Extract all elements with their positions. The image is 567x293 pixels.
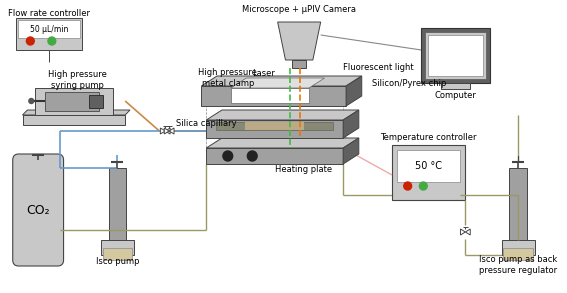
- Bar: [293, 60, 306, 68]
- Bar: [503, 248, 533, 260]
- Text: High pressure
metal clamp: High pressure metal clamp: [198, 68, 257, 88]
- Polygon shape: [164, 128, 169, 134]
- Text: Temperature controller: Temperature controller: [380, 134, 476, 142]
- Polygon shape: [165, 128, 170, 134]
- Bar: [45, 92, 99, 111]
- Text: Silicon/Pyrex chip: Silicon/Pyrex chip: [373, 79, 447, 88]
- Bar: [509, 168, 527, 248]
- Bar: [18, 20, 80, 38]
- Bar: [502, 240, 535, 255]
- Bar: [428, 35, 483, 76]
- Polygon shape: [231, 78, 324, 88]
- Text: Flow rate controller: Flow rate controller: [8, 9, 90, 18]
- Bar: [23, 115, 125, 125]
- Text: Fluorescent light: Fluorescent light: [343, 64, 414, 72]
- Bar: [246, 122, 304, 130]
- Bar: [89, 95, 103, 108]
- Circle shape: [420, 182, 427, 190]
- Circle shape: [223, 151, 232, 161]
- Polygon shape: [201, 86, 346, 106]
- Bar: [231, 88, 309, 103]
- Circle shape: [247, 151, 257, 161]
- Bar: [425, 32, 486, 79]
- Bar: [441, 83, 470, 89]
- Circle shape: [29, 98, 34, 103]
- Text: Microscope + μPIV Camera: Microscope + μPIV Camera: [242, 6, 356, 14]
- Polygon shape: [224, 138, 347, 148]
- Text: 50 °C: 50 °C: [414, 161, 442, 171]
- Circle shape: [27, 37, 34, 45]
- Polygon shape: [343, 138, 359, 164]
- Bar: [108, 168, 126, 248]
- Polygon shape: [466, 229, 470, 235]
- Bar: [421, 28, 490, 83]
- Text: Isco pump: Isco pump: [96, 258, 139, 267]
- Text: Isco pump as back
pressure regulator: Isco pump as back pressure regulator: [479, 255, 557, 275]
- Polygon shape: [343, 110, 359, 138]
- Bar: [35, 88, 113, 115]
- Polygon shape: [201, 76, 362, 86]
- Polygon shape: [23, 110, 130, 115]
- Text: Heating plate: Heating plate: [276, 166, 333, 175]
- Polygon shape: [460, 229, 466, 235]
- Bar: [103, 248, 132, 260]
- Text: Laser: Laser: [252, 69, 275, 79]
- Text: CO₂: CO₂: [26, 204, 50, 217]
- Polygon shape: [206, 120, 343, 138]
- Polygon shape: [278, 22, 321, 60]
- Bar: [16, 18, 82, 50]
- Polygon shape: [160, 128, 165, 134]
- Polygon shape: [206, 110, 359, 120]
- Polygon shape: [206, 138, 359, 148]
- Circle shape: [404, 182, 412, 190]
- Text: Computer: Computer: [435, 91, 476, 100]
- Bar: [397, 150, 460, 182]
- Bar: [101, 240, 134, 255]
- Circle shape: [48, 37, 56, 45]
- Polygon shape: [169, 128, 174, 134]
- Text: High pressure
syring pump: High pressure syring pump: [48, 70, 107, 90]
- Polygon shape: [206, 148, 343, 164]
- Text: Silica capillary: Silica capillary: [176, 120, 236, 129]
- FancyBboxPatch shape: [12, 154, 64, 266]
- Bar: [216, 122, 333, 130]
- Polygon shape: [346, 76, 362, 106]
- Bar: [392, 145, 466, 200]
- Text: 50 μL/min: 50 μL/min: [29, 25, 68, 35]
